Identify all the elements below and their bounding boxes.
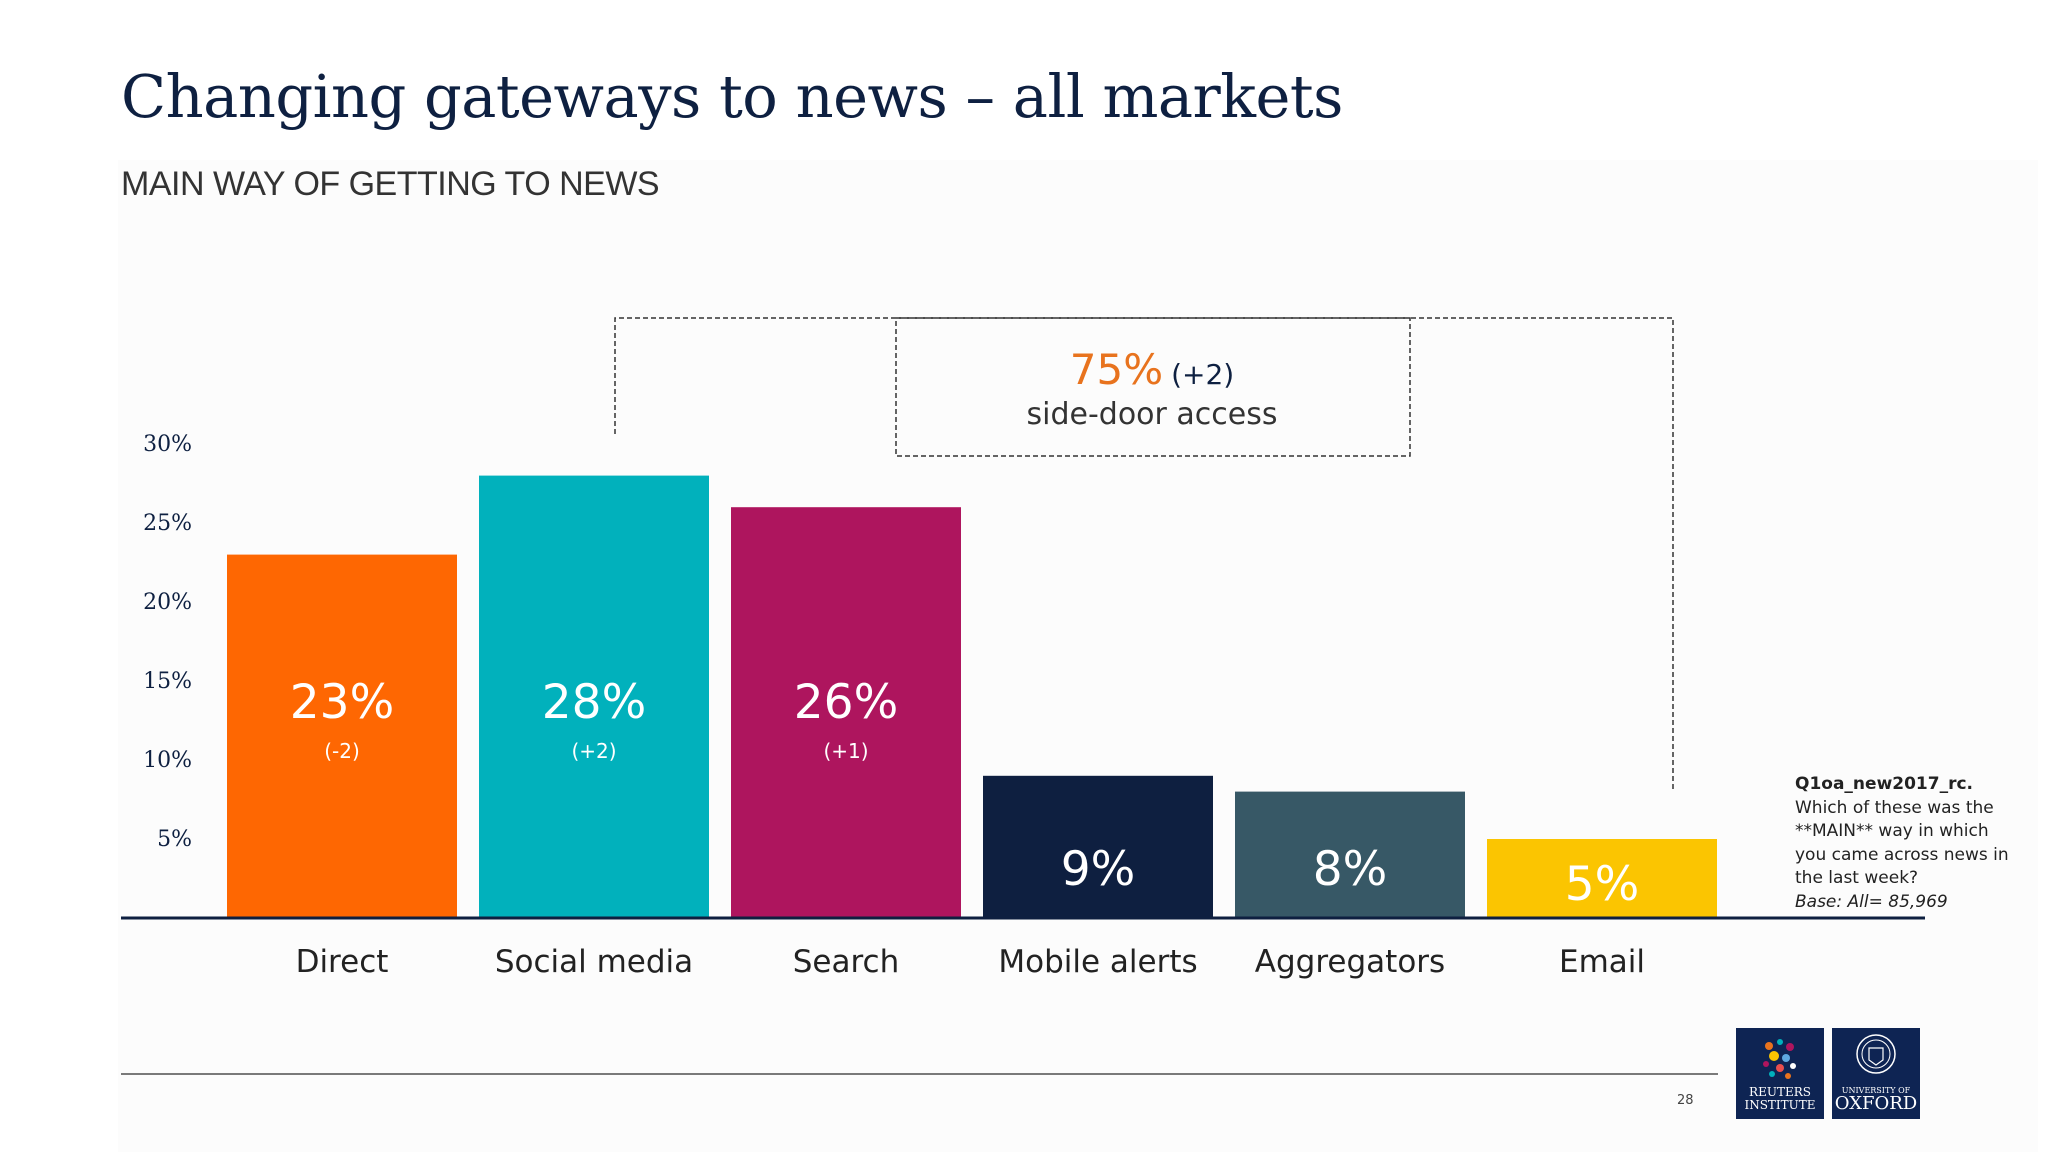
x-tick-label: Search <box>793 944 900 980</box>
y-tick-label: 20% <box>143 590 192 615</box>
y-tick-label: 30% <box>143 432 192 457</box>
bottom-divider <box>121 1073 1718 1075</box>
annotation-box-frame <box>895 317 1411 457</box>
bar <box>731 507 961 918</box>
annotation-value: 75% <box>1070 345 1163 394</box>
bar-change-label: (+1) <box>823 739 868 763</box>
page-subtitle: MAIN WAY OF GETTING TO NEWS <box>121 165 660 203</box>
x-tick-label: Mobile alerts <box>998 944 1197 980</box>
bar <box>227 554 457 918</box>
reuters-dots-icon <box>1763 1039 1796 1079</box>
x-tick-label: Aggregators <box>1255 944 1445 980</box>
reuters-institute-logo: REUTERS INSTITUTE <box>1736 1028 1824 1119</box>
university-of-oxford-logo: UNIVERSITY OF OXFORD <box>1832 1028 1920 1119</box>
annotation-change: (+2) <box>1171 358 1234 391</box>
y-tick-label: 5% <box>157 827 192 852</box>
page-title: Changing gateways to news – all markets <box>121 62 1343 131</box>
bar-change-label: (-2) <box>324 739 360 763</box>
bar <box>983 775 1213 918</box>
y-tick-label: 15% <box>143 669 192 694</box>
question-code: Q1oa_new2017_rc. <box>1795 774 1974 794</box>
annotation-label: side-door access <box>1026 397 1277 432</box>
side-door-annotation: 75% (+2)side-door access <box>895 317 1411 457</box>
oxford-logo-line2: OXFORD <box>1834 1093 1918 1114</box>
y-tick-label: 10% <box>143 748 192 773</box>
x-tick-label: Social media <box>495 944 693 980</box>
x-tick-label: Direct <box>296 944 389 980</box>
reuters-logo-line1: REUTERS <box>1749 1085 1811 1099</box>
bar-value-label: 8% <box>1313 842 1388 897</box>
bar-value-label: 9% <box>1061 842 1136 897</box>
oxford-crest-icon <box>1856 1034 1896 1074</box>
question-footnote: Q1oa_new2017_rc. Which of these was the … <box>1795 773 2015 914</box>
question-text: Which of these was the **MAIN** way in w… <box>1795 797 2009 889</box>
annotation-value-line: 75% (+2) <box>1070 345 1234 394</box>
reuters-logo-line2: INSTITUTE <box>1744 1098 1816 1112</box>
bar-value-label: 28% <box>542 675 646 730</box>
y-axis: 5% 10% 15% 20% 25% 30% <box>143 432 192 852</box>
bar <box>1487 839 1717 918</box>
bar-value-label: 5% <box>1565 857 1640 912</box>
bar <box>1235 791 1465 918</box>
bar <box>479 475 709 918</box>
bar-value-label: 26% <box>794 675 898 730</box>
y-tick-label: 25% <box>143 511 192 536</box>
sample-base: Base: All= 85,969 <box>1795 891 1948 912</box>
bar-value-label: 23% <box>290 675 394 730</box>
bar-change-label: (+2) <box>571 739 616 763</box>
x-tick-label: Email <box>1559 944 1645 980</box>
x-axis: Direct Social media Search Mobile alerts Agg… <box>121 916 1925 980</box>
bars: 23% (-2) 28% (+2) 26% (+1) 9% 8% 5% <box>227 475 1717 918</box>
page-number: 28 <box>1677 1093 1694 1108</box>
oxford-logo-line1: UNIVERSITY OF <box>1841 1086 1911 1095</box>
